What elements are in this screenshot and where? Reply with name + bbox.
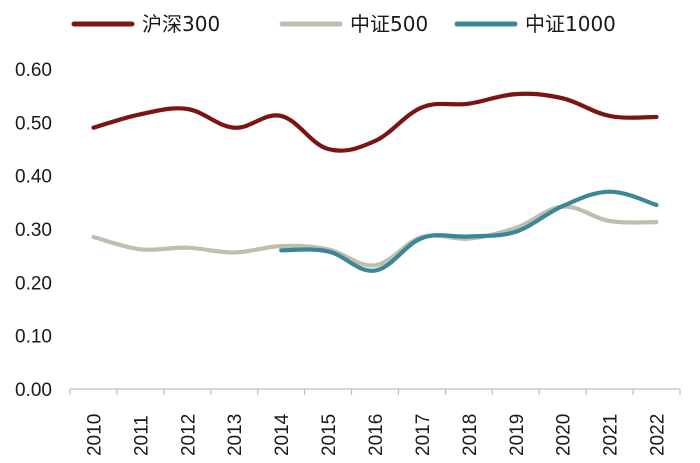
x-tick-label: 2013 bbox=[225, 414, 246, 456]
x-tick-label: 2015 bbox=[319, 414, 340, 456]
y-tick-label: 0.60 bbox=[15, 60, 52, 81]
x-tick-label: 2020 bbox=[554, 414, 575, 456]
x-tick-label: 2011 bbox=[131, 415, 152, 456]
x-tick-label: 2017 bbox=[413, 414, 434, 456]
x-tick-label: 2019 bbox=[507, 414, 528, 456]
y-tick-label: 0.20 bbox=[15, 273, 52, 294]
y-tick-label: 0.40 bbox=[15, 167, 52, 188]
x-tick-label: 2010 bbox=[84, 414, 105, 456]
y-axis-ticks: 0.00 0.10 0.20 0.30 0.40 0.50 0.60 bbox=[15, 60, 52, 401]
x-tick-label: 2012 bbox=[178, 414, 199, 456]
x-tick-label: 2021 bbox=[601, 414, 622, 456]
legend-label-1: 中证500 bbox=[350, 12, 428, 36]
y-tick-label: 0.00 bbox=[15, 380, 52, 401]
y-tick-label: 0.30 bbox=[15, 220, 52, 241]
series-lines bbox=[91, 91, 659, 273]
y-tick-label: 0.10 bbox=[15, 327, 52, 348]
legend: 沪深300 中证500 中证1000 bbox=[71, 12, 616, 36]
legend-label-2: 中证1000 bbox=[525, 12, 616, 36]
x-tick-label: 2018 bbox=[460, 414, 481, 456]
x-tick-label: 2016 bbox=[366, 414, 387, 456]
x-tick-label: 2014 bbox=[272, 413, 293, 456]
x-axis-ticks: 2010 2011 2012 2013 2014 2015 2016 2017 2018 2019… bbox=[69, 389, 681, 456]
series-line-1 bbox=[91, 204, 659, 268]
x-tick-label: 2022 bbox=[648, 414, 669, 456]
series-line-2 bbox=[279, 189, 659, 273]
series-line-0 bbox=[91, 91, 659, 153]
legend-label-0: 沪深300 bbox=[142, 12, 220, 36]
y-tick-label: 0.50 bbox=[15, 113, 52, 134]
